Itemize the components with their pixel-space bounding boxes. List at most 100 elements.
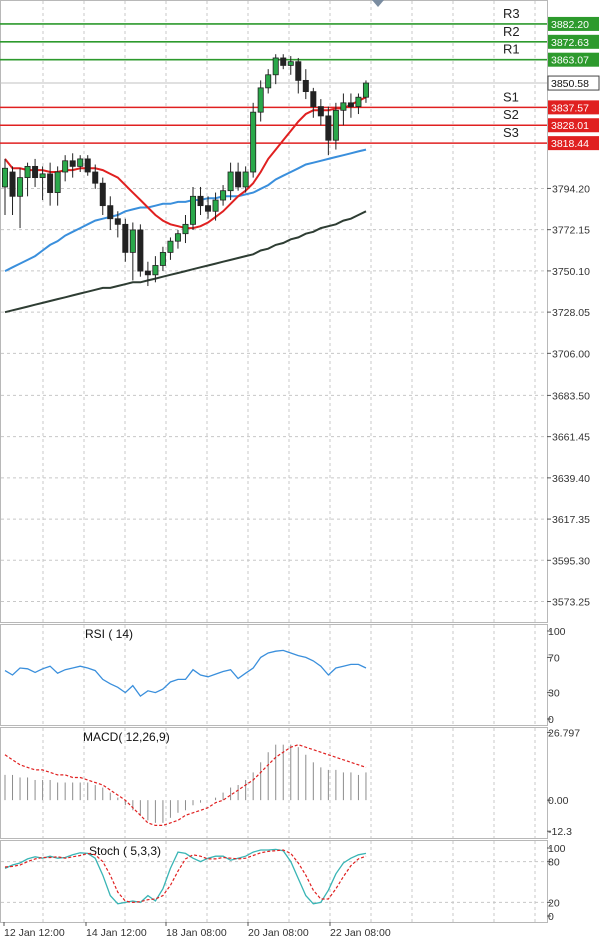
price-axis-label: 3750.10 [552,266,590,278]
price-axis-label: 3617.35 [552,514,590,526]
candle-body [69,160,76,167]
current-price-tag [547,75,600,91]
candle-body [235,171,242,188]
pivot-price-value: 3818.44 [551,138,589,150]
candle-body [84,158,91,173]
candle-body [340,102,347,111]
candle-body [99,182,106,207]
pivot-price-tag [548,100,599,115]
candle-body [280,57,287,66]
candle-body [47,173,54,193]
current-price-value: 3850.58 [551,78,589,90]
candle-body [62,160,69,173]
candle-body [189,195,196,225]
price-axis-label: 3794.20 [552,183,590,195]
rsi-axis-label: 0 [548,714,554,726]
candle-body [287,61,294,66]
stoch-signal-line [4,849,367,904]
candle-body [272,57,279,76]
macd-axis-label: 0.00 [548,795,569,807]
candle-body [227,171,234,192]
time-axis-label: 22 Jan 08:00 [330,927,391,939]
price-axis-label: 3706.00 [552,348,590,360]
candle-body [355,96,362,107]
price-axis-label: 3595.30 [552,555,590,567]
rsi-line [4,649,367,698]
stoch-label: Stoch ( 5,3,3) [89,844,161,858]
macd-signal-line [4,744,367,827]
pivot-price-tag [548,52,599,67]
price-axis-label: 3728.05 [552,307,590,319]
candle-body [77,158,84,167]
candle-body [250,111,257,173]
pivot-price-value: 3882.20 [551,19,589,31]
candle-body [54,171,61,193]
macd-panel-frame [0,727,548,839]
candle-body [122,223,129,253]
candle-body [24,165,31,179]
pivot-price-tag [548,118,599,133]
candle-body [197,195,204,207]
time-axis-label: 12 Jan 12:00 [4,927,65,939]
pivot-label-s2: S2 [503,107,519,122]
stoch-axis-label: 100 [548,843,566,855]
candle-body [17,177,24,197]
pivot-price-value: 3828.01 [551,120,589,132]
price-axis-label: 3639.40 [552,473,590,485]
candle-body [205,205,212,212]
candle-body [39,173,46,179]
candle-body [212,199,219,212]
pivot-price-tag [548,16,599,31]
candle-body [92,171,99,184]
candle-body [302,79,309,93]
candle-body [265,74,272,89]
candle-body [257,87,264,113]
candle-body [182,223,189,235]
stoch-main-line [4,848,367,905]
candle-body [362,82,369,98]
candle-body [332,109,339,141]
ma-mid-line [4,148,367,272]
candle-body [32,165,39,179]
stoch-axis-label: 0 [548,911,554,923]
rsi-label: RSI ( 14) [85,627,133,641]
time-axis-label: 18 Jan 08:00 [166,927,227,939]
candle-body [174,233,181,242]
macd-axis-label: -12.3 [548,826,572,838]
pivot-price-value: 3872.63 [551,37,589,49]
price-panel-frame [0,0,548,623]
candle-body [107,205,114,220]
time-axis-label: 20 Jan 08:00 [248,927,309,939]
price-axis-label: 3683.50 [552,390,590,402]
time-axis-label: 14 Jan 12:00 [86,927,147,939]
candle-body [144,270,151,276]
candle-body [310,91,317,107]
stoch-panel-frame [0,840,548,923]
stoch-axis-label: 20 [548,897,560,909]
pivot-label-s3: S3 [503,125,519,140]
macd-label: MACD( 12,26,9) [83,730,170,744]
candle-body [167,240,174,253]
candle-body [137,229,144,272]
price-axis-label: 3573.25 [552,597,590,609]
macd-axis-label: 26.797 [548,728,580,740]
candle-body [325,115,332,141]
rsi-panel-frame [0,624,548,726]
pivot-price-value: 3863.07 [551,55,589,67]
stoch-axis-label: 80 [548,857,560,869]
pivot-price-tag [548,136,599,151]
price-axis-label: 3772.15 [552,225,590,237]
candle-body [114,218,121,225]
candle-body [2,167,8,188]
candle-body [242,171,249,188]
candle-body [159,251,166,266]
rsi-axis-label: 70 [548,652,560,664]
pivot-label-r3: R3 [503,6,520,21]
price-axis-label: 3661.45 [552,432,590,444]
pivot-label-r1: R1 [503,42,520,57]
chart-shift-marker [372,0,384,7]
pivot-label-r2: R2 [503,24,520,39]
rsi-axis-label: 30 [548,688,560,700]
candle-body [317,106,324,117]
